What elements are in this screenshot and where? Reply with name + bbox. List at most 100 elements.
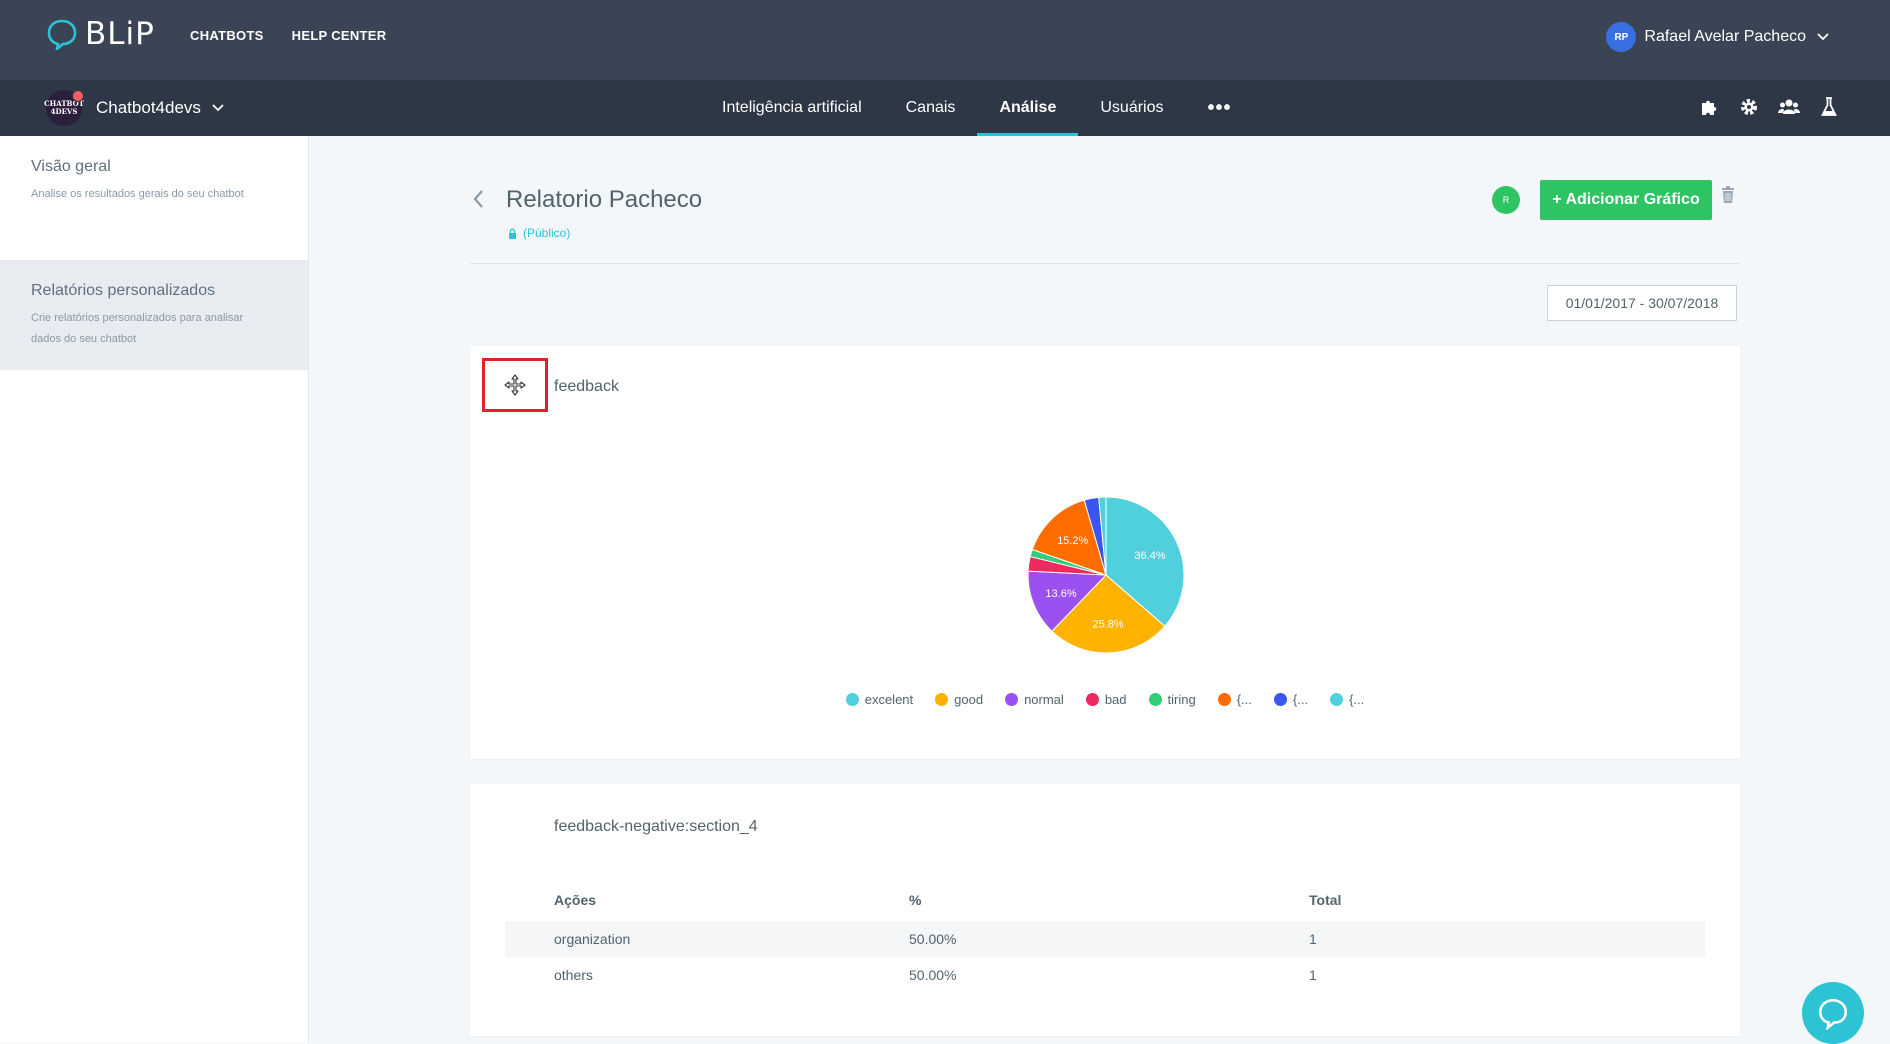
speech-bubble-icon xyxy=(1818,998,1848,1030)
legend-swatch xyxy=(1330,693,1344,706)
pie-slice-excelent-0[interactable] xyxy=(1105,496,1185,627)
chart-legend: excelent good normal bad tiring {... {... {... xyxy=(470,692,1740,707)
sidebar-item-title: Relatórios personalizados xyxy=(31,282,216,299)
table-cell: 1 xyxy=(1309,967,1317,983)
top-bar: BLiP CHATBOTS HELP CENTER RP Rafael Avel… xyxy=(0,0,1890,80)
legend-label: normal xyxy=(1024,692,1064,707)
pie-data-label: 36.4% xyxy=(1134,550,1165,562)
gear-icon[interactable] xyxy=(1738,96,1760,118)
legend-item[interactable]: excelent xyxy=(845,692,914,707)
legend-swatch xyxy=(845,693,859,706)
bot-avatar-text: CHATBOT 4DEVS xyxy=(44,99,84,116)
speech-bubble-icon xyxy=(47,19,77,50)
notification-dot xyxy=(72,90,84,102)
legend-item[interactable]: {... xyxy=(1330,692,1364,707)
tab-inteligencia-artificial[interactable]: Inteligência artificial xyxy=(722,99,862,116)
table-title: feedback-negative:section_4 xyxy=(554,818,758,835)
nav-chatbots[interactable]: CHATBOTS xyxy=(190,28,264,43)
move-icon xyxy=(504,374,526,396)
chevron-left-icon[interactable] xyxy=(470,186,488,212)
legend-item[interactable]: good xyxy=(935,692,983,707)
legend-swatch xyxy=(1005,693,1019,706)
pie-chart: 36.4% 25.8% 13.6% 15.2% xyxy=(1027,496,1185,654)
data-table: Ações % Total organization 50.00% 1 othe… xyxy=(505,879,1705,993)
pie-data-label: 13.6% xyxy=(1045,588,1076,600)
user-menu[interactable]: RP Rafael Avelar Pacheco xyxy=(1606,22,1830,52)
tab-analise[interactable]: Análise xyxy=(977,80,1079,136)
sidebar-item-subtitle: Crie relatórios personalizados para anal… xyxy=(31,312,244,345)
visibility-badge[interactable]: (Público) xyxy=(508,226,570,240)
main-tabs: Inteligência artificial Canais Análise U… xyxy=(700,80,1254,136)
pie-data-label: 25.8% xyxy=(1093,618,1124,630)
bot-name: Chatbot4devs xyxy=(96,98,201,117)
column-header: % xyxy=(909,892,922,908)
sidebar-item-subtitle: Analise os resultados gerais do seu chat… xyxy=(31,188,244,200)
legend-swatch xyxy=(1273,693,1287,706)
sidebar-item-relatorios-personalizados[interactable]: Relatórios personalizados Crie relatório… xyxy=(0,260,308,370)
pie-slice--7[interactable] xyxy=(1098,496,1107,576)
table-row: others 50.00% 1 xyxy=(505,957,1705,993)
flask-icon[interactable] xyxy=(1818,96,1840,118)
table-row: organization 50.00% 1 xyxy=(505,921,1705,957)
help-chat-button[interactable] xyxy=(1802,982,1864,1044)
legend-label: {... xyxy=(1292,692,1309,707)
legend-item[interactable]: bad xyxy=(1085,692,1127,707)
bot-avatar: CHATBOT 4DEVS xyxy=(44,90,84,126)
legend-item[interactable]: normal xyxy=(1005,692,1064,707)
puzzle-icon[interactable] xyxy=(1698,96,1720,118)
user-name: Rafael Avelar Pacheco xyxy=(1644,28,1806,45)
bot-selector[interactable]: CHATBOT 4DEVS Chatbot4devs xyxy=(44,90,225,126)
legend-label: tiring xyxy=(1167,692,1196,707)
shared-user-avatar[interactable]: R xyxy=(1492,186,1520,214)
lock-icon xyxy=(509,227,516,239)
legend-label: bad xyxy=(1104,692,1127,707)
sidebar-item-visao-geral[interactable]: Visão geral Analise os resultados gerais… xyxy=(0,136,308,240)
blip-logo[interactable]: BLiP xyxy=(46,16,155,52)
pie-data-label: 15.2% xyxy=(1057,535,1088,547)
add-chart-button[interactable]: + Adicionar Gráfico xyxy=(1540,180,1712,220)
drag-handle[interactable] xyxy=(482,358,548,412)
sidebar: Visão geral Analise os resultados gerais… xyxy=(0,136,309,1043)
logo-text: BLiP xyxy=(85,16,155,52)
column-header: Total xyxy=(1309,892,1342,908)
page-title: Relatorio Pacheco xyxy=(506,186,703,213)
chevron-down-icon xyxy=(1817,33,1829,41)
legend-swatch xyxy=(935,693,949,706)
table-cell: 50.00% xyxy=(909,967,957,983)
table-cell: 50.00% xyxy=(909,921,1309,957)
column-header: Ações xyxy=(554,892,597,908)
date-range-picker[interactable]: 01/01/2017 - 30/07/2018 xyxy=(1547,285,1737,321)
table-cell: others xyxy=(554,967,593,983)
legend-item[interactable]: tiring xyxy=(1148,692,1196,707)
table-cell: 1 xyxy=(1309,921,1705,957)
bot-tools xyxy=(1698,96,1840,118)
legend-swatch xyxy=(1217,693,1231,706)
trash-icon[interactable] xyxy=(1720,186,1736,204)
team-icon[interactable] xyxy=(1778,96,1800,118)
pie-slice--5[interactable] xyxy=(1031,499,1107,576)
top-nav: CHATBOTS HELP CENTER xyxy=(190,28,386,43)
visibility-label: (Público) xyxy=(523,226,571,240)
legend-item[interactable]: {... xyxy=(1217,692,1252,707)
legend-item[interactable]: {... xyxy=(1273,692,1309,707)
legend-label: {... xyxy=(1236,692,1252,707)
tab-usuarios[interactable]: Usuários xyxy=(1100,99,1164,116)
user-avatar: RP xyxy=(1606,22,1637,52)
tab-canais[interactable]: Canais xyxy=(905,99,956,116)
table-header-row: Ações % Total xyxy=(505,879,1705,921)
legend-label: {... xyxy=(1349,692,1365,707)
table-cell: organization xyxy=(505,921,909,957)
more-tabs-button[interactable]: ••• xyxy=(1207,96,1232,119)
table-card: feedback-negative:section_4 Ações % Tota… xyxy=(470,784,1740,1036)
legend-label: excelent xyxy=(864,692,914,707)
legend-label: good xyxy=(954,692,984,707)
legend-swatch xyxy=(1148,693,1162,706)
pie-slice-good-1[interactable] xyxy=(1051,574,1166,654)
legend-swatch xyxy=(1085,693,1099,706)
chart-title: feedback xyxy=(554,378,619,395)
chevron-down-icon xyxy=(212,104,224,112)
nav-help-center[interactable]: HELP CENTER xyxy=(291,28,387,43)
bot-bar: CHATBOT 4DEVS Chatbot4devs Inteligência … xyxy=(0,80,1890,136)
chart-card: feedback 36.4% 25.8% 13.6% 15.2% excelent go… xyxy=(470,346,1740,759)
pie-slice-normal-2[interactable] xyxy=(1027,570,1108,632)
